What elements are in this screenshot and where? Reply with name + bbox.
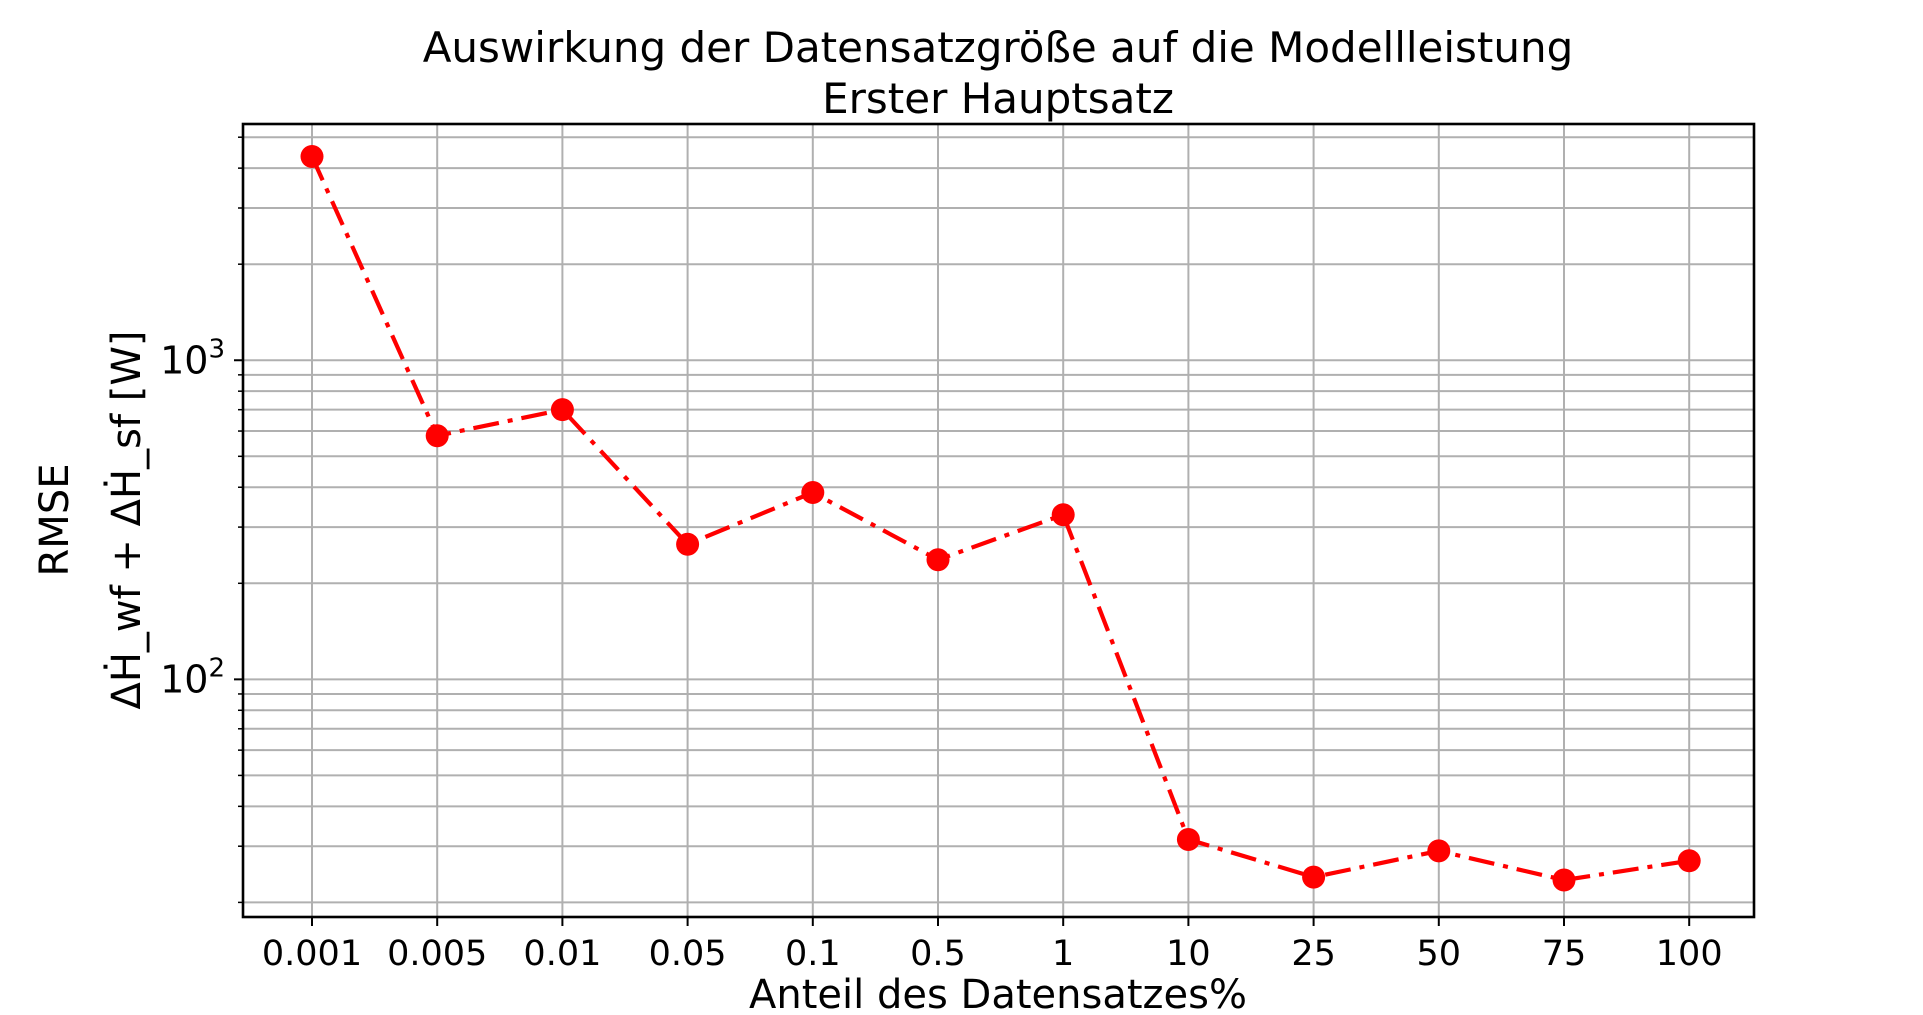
x-tick-label: 0.5 <box>910 934 966 974</box>
plot-frame <box>241 122 1756 919</box>
y-tick-label-exponent: 3 <box>208 334 225 364</box>
x-tick-label: 10 <box>1166 934 1211 974</box>
x-tick-label: 0.1 <box>785 934 841 974</box>
y-axis-label-line2: ΔḢ_wf + ΔḢ_sf [W] <box>102 330 150 709</box>
data-point <box>1427 839 1451 863</box>
x-tick-label: 0.001 <box>262 934 362 974</box>
data-point <box>300 145 324 169</box>
data-point <box>1051 503 1075 527</box>
data-point <box>1552 868 1576 892</box>
y-tick-label-exponent: 2 <box>208 653 225 683</box>
data-point <box>676 532 700 556</box>
x-tick-label: 50 <box>1417 934 1462 974</box>
x-axis-label: Anteil des Datensatzes% <box>749 972 1247 1015</box>
data-series <box>300 145 1701 892</box>
y-tick-label-base: 10 <box>160 338 208 382</box>
grid-lines <box>243 124 1754 917</box>
y-axis-label-line1: RMSE <box>32 464 78 577</box>
data-point <box>801 481 825 505</box>
y-axis-label-line2-text: ΔḢ_wf + ΔḢ_sf [W] <box>102 330 150 709</box>
data-point <box>1677 849 1701 873</box>
x-tick-label: 25 <box>1291 934 1336 974</box>
chart-subtitle: Erster Hauptsatz <box>822 74 1174 123</box>
x-tick-label: 100 <box>1656 934 1723 974</box>
data-point <box>1302 865 1326 889</box>
data-point <box>550 398 574 422</box>
series-line <box>310 155 1690 883</box>
chart-title: Auswirkung der Datensatzgröße auf die Mo… <box>423 23 1574 72</box>
data-point <box>1176 827 1200 851</box>
x-tick-label: 0.005 <box>387 934 487 974</box>
data-point <box>425 424 449 448</box>
x-tick-label: 0.01 <box>523 934 601 974</box>
x-tick-label: 75 <box>1542 934 1587 974</box>
data-point <box>926 548 950 572</box>
x-tick-label: 1 <box>1052 934 1074 974</box>
y-tick-label: 102 <box>160 653 225 701</box>
y-tick-label: 103 <box>160 334 225 382</box>
x-tick-label: 0.05 <box>649 934 727 974</box>
y-tick-label-base: 10 <box>160 657 208 701</box>
axis-ticks: 0.001 0.005 0.01 0.05 0.1 0.5 1 10 25 50 75 1001021… <box>160 136 1723 974</box>
